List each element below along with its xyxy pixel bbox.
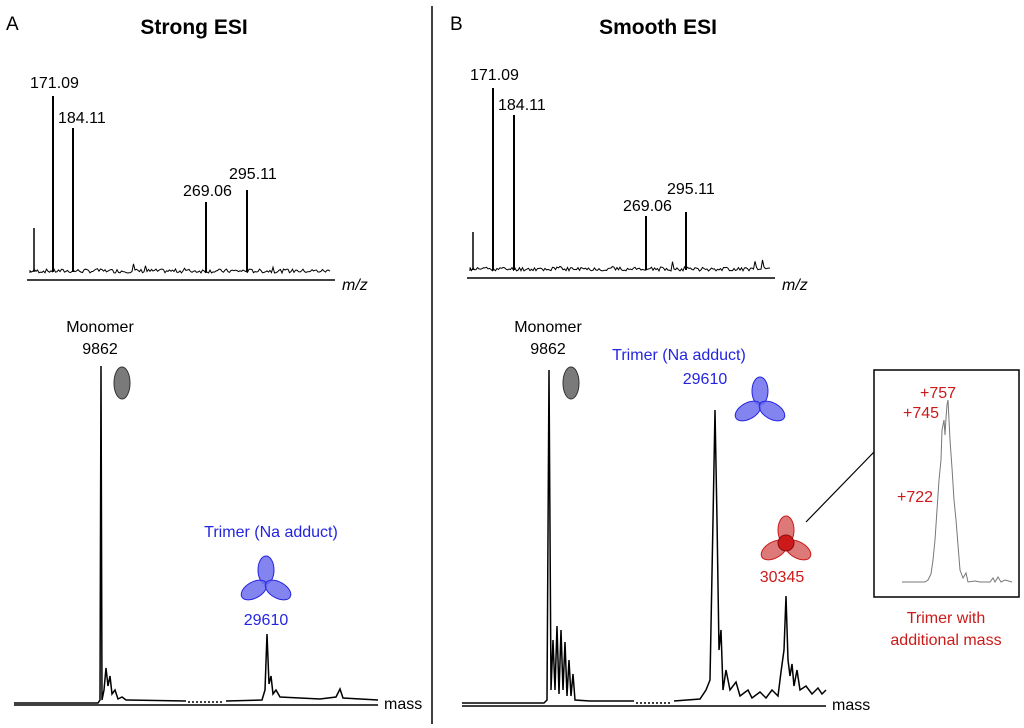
mass-unit-a: mass bbox=[384, 696, 422, 713]
inset-trace bbox=[902, 399, 1013, 584]
mz-label-a-184: 184.11 bbox=[58, 110, 106, 127]
inset-peak-757: +757 bbox=[920, 385, 956, 402]
trimer-mass-b: 29610 bbox=[683, 371, 728, 388]
inset-pointer bbox=[805, 451, 875, 523]
mass-unit-b: mass bbox=[832, 697, 870, 714]
monomer-mass-b: 9862 bbox=[530, 341, 566, 358]
mass-spectrum-b: mass Monomer 9862 Trimer (Na adduct) 296… bbox=[462, 319, 875, 714]
mz-label-b-295: 295.11 bbox=[667, 181, 715, 198]
inset-frame bbox=[873, 369, 1020, 598]
mz-label-a-171: 171.09 bbox=[30, 75, 79, 92]
monomer-label-b: Monomer bbox=[514, 319, 582, 336]
trimer-icon-a bbox=[240, 555, 292, 601]
trimer-label-a: Trimer (Na adduct) bbox=[204, 524, 338, 541]
mz-label-b-269: 269.06 bbox=[623, 198, 672, 215]
mass-spectrum-a: mass Monomer 9862 Trimer (Na adduct) 296… bbox=[14, 319, 422, 713]
monomer-mass-a: 9862 bbox=[82, 341, 118, 358]
panel-label-a: A bbox=[6, 14, 19, 35]
inset-caption-line1: Trimer with bbox=[907, 610, 986, 627]
mz-spectrum-b: 171.09 184.11 269.06 295.11 m/z bbox=[467, 67, 808, 294]
inset-peak-745: +745 bbox=[903, 405, 939, 422]
mz-noise-a bbox=[29, 263, 331, 275]
mz-label-b-184: 184.11 bbox=[498, 97, 546, 114]
inset: +757 +745 +722 Trimer with additional ma… bbox=[873, 369, 1020, 649]
mz-spectrum-a: 171.09 184.11 269.06 295.11 m/z bbox=[27, 75, 368, 294]
monomer-icon-a bbox=[113, 366, 131, 400]
inset-caption-line2: additional mass bbox=[890, 632, 1001, 649]
mz-unit-a: m/z bbox=[342, 277, 368, 294]
panel-label-b: B bbox=[450, 14, 463, 35]
monomer-label-a: Monomer bbox=[66, 319, 134, 336]
mz-unit-b: m/z bbox=[782, 277, 808, 294]
mass-trace-a bbox=[14, 365, 379, 704]
mz-label-a-295: 295.11 bbox=[229, 166, 277, 183]
trimer-label-b: Trimer (Na adduct) bbox=[612, 347, 746, 364]
monomer-icon-b bbox=[562, 366, 580, 400]
mz-label-b-171: 171.09 bbox=[470, 67, 519, 84]
mz-label-a-269: 269.06 bbox=[183, 183, 232, 200]
panel-title-b: Smooth ESI bbox=[599, 16, 717, 39]
modified-trimer-icon-b bbox=[760, 515, 812, 561]
trimer-icon-b bbox=[734, 376, 786, 422]
mz-noise-b bbox=[469, 259, 771, 272]
trimer-mass-a: 29610 bbox=[244, 612, 289, 629]
inset-peak-722: +722 bbox=[897, 489, 933, 506]
panel-title-a: Strong ESI bbox=[140, 16, 247, 39]
adduct-mass-b: 30345 bbox=[760, 569, 805, 586]
mass-trace-b bbox=[462, 369, 827, 704]
